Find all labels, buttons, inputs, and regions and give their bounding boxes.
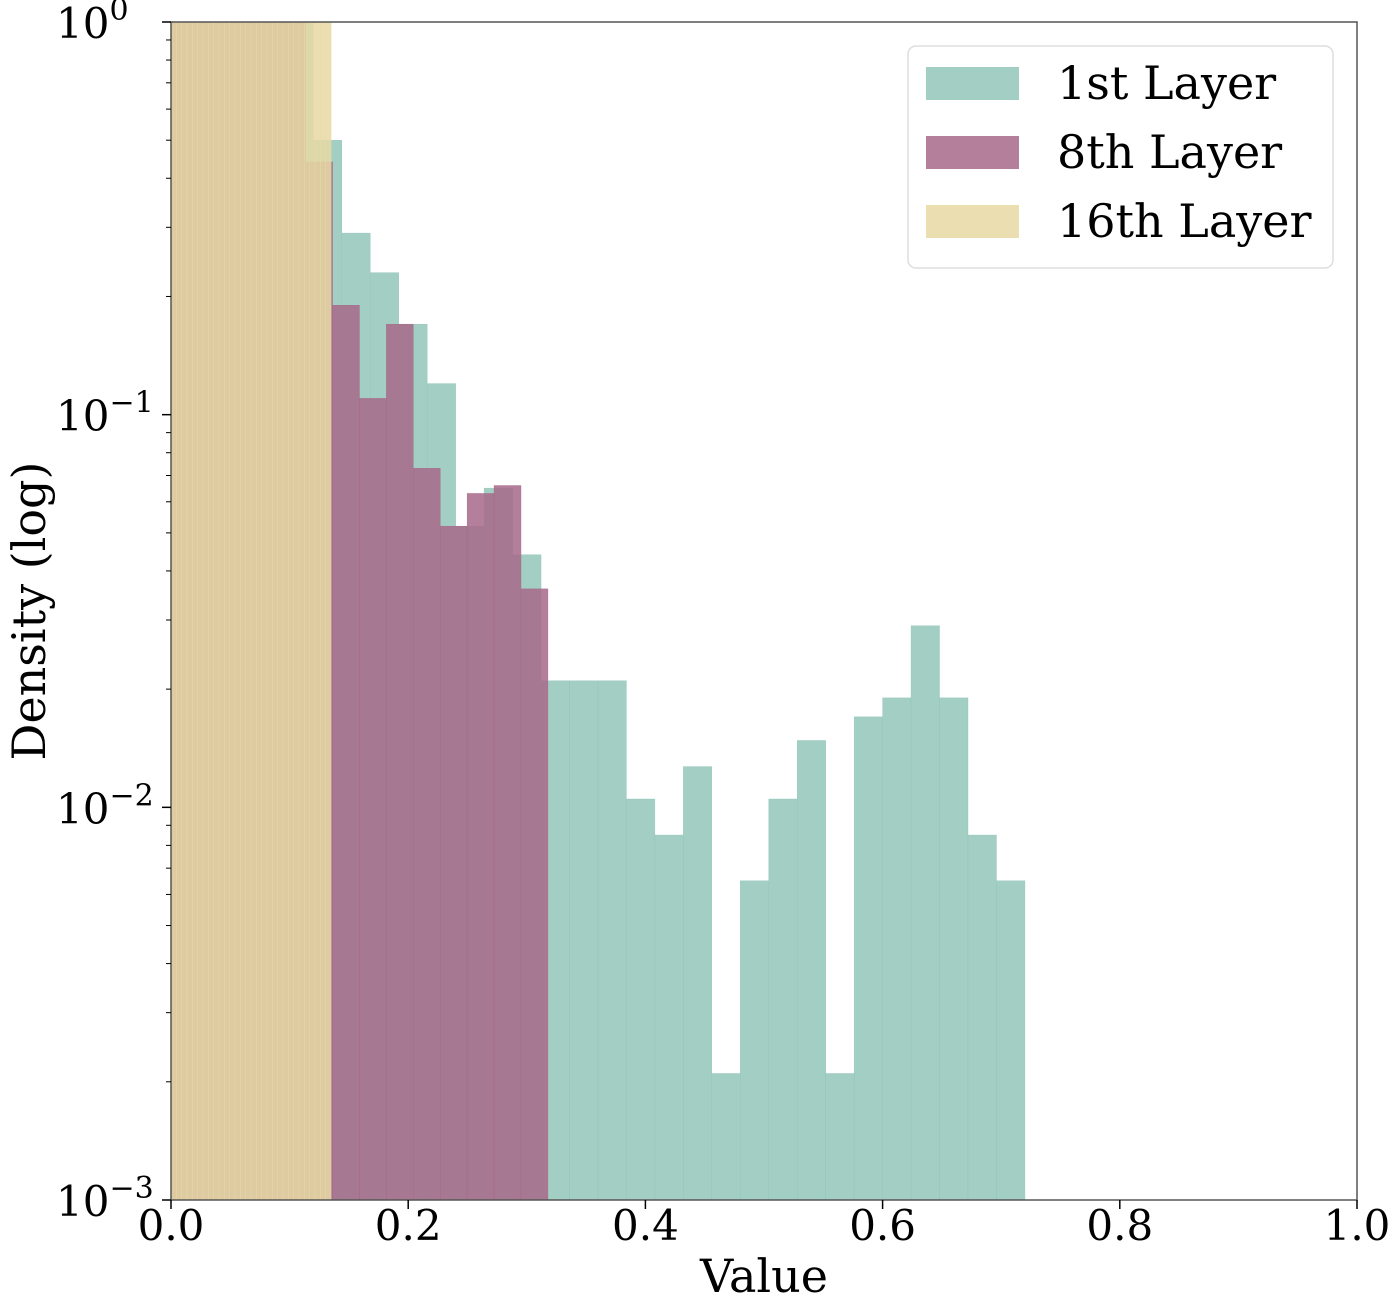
bar (293, 21, 300, 1201)
bar (654, 834, 684, 1201)
bar (261, 21, 268, 1201)
bar (493, 485, 522, 1201)
bar (298, 21, 305, 1201)
bar (967, 834, 997, 1201)
bar (240, 21, 246, 1201)
legend-label: 16th Layer (1057, 194, 1311, 248)
x-tick-label: 0.6 (849, 1201, 916, 1250)
bar (277, 21, 284, 1201)
plot-frame (170, 21, 1358, 1201)
bar (740, 880, 769, 1201)
bar (186, 21, 193, 1201)
bar (711, 1073, 741, 1201)
bar (304, 21, 310, 1201)
bar (939, 697, 969, 1201)
bar (683, 766, 713, 1201)
x-tick-label: 0.4 (612, 1201, 679, 1250)
legend-swatch (926, 136, 1019, 169)
bar (288, 21, 294, 1201)
bar (208, 21, 214, 1201)
bar (910, 625, 940, 1201)
series-3 (170, 21, 332, 1201)
bar (320, 21, 326, 1201)
legend-swatch (926, 205, 1019, 238)
y-tick-label: 100 (56, 0, 129, 48)
bar (466, 493, 495, 1201)
bar (626, 798, 656, 1201)
bar (882, 697, 912, 1201)
bar (853, 716, 883, 1201)
x-tick-label: 0.0 (138, 1201, 205, 1250)
bar (192, 21, 198, 1201)
legend-label: 1st Layer (1057, 56, 1276, 110)
y-axis-title: Density (log) (2, 462, 56, 761)
bar (170, 21, 177, 1201)
bar (213, 21, 220, 1201)
bar (325, 21, 332, 1201)
bar (386, 323, 414, 1201)
bar (218, 21, 225, 1201)
y-tick-label: 10−3 (56, 1171, 154, 1226)
bar (996, 880, 1026, 1201)
bar (197, 21, 204, 1201)
bar (256, 21, 262, 1201)
bar (266, 21, 273, 1201)
bar (234, 21, 241, 1201)
bar (272, 21, 278, 1201)
legend-swatch (926, 67, 1019, 100)
x-tick-label: 0.8 (1086, 1201, 1153, 1250)
bar (224, 21, 230, 1201)
y-axis-ticks: 100 10−1 10−2 10−3 (56, 0, 171, 1226)
bar (250, 21, 257, 1201)
y-tick-label: 10−1 (56, 386, 154, 441)
bar (229, 21, 236, 1201)
histogram-bars (170, 21, 1026, 1201)
bar (314, 21, 321, 1201)
bar (181, 21, 188, 1201)
x-axis-ticks: 0.0 0.2 0.4 0.6 0.8 1.0 (138, 1200, 1391, 1250)
bar (768, 798, 798, 1201)
x-tick-label: 0.2 (375, 1201, 442, 1250)
bar (825, 1073, 855, 1201)
bar (440, 525, 468, 1201)
legend-label: 8th Layer (1057, 125, 1282, 179)
bar (176, 21, 182, 1201)
bar (202, 21, 209, 1201)
bar (413, 468, 441, 1201)
bar (597, 680, 627, 1201)
bar (797, 740, 826, 1201)
bar (282, 21, 289, 1201)
bar (520, 588, 549, 1201)
bar (245, 21, 252, 1201)
y-tick-label: 10−2 (56, 778, 154, 833)
x-axis-title: Value (699, 1249, 828, 1303)
bar (569, 680, 599, 1201)
x-tick-label: 1.0 (1324, 1201, 1391, 1250)
bar (359, 398, 387, 1201)
legend: 1st Layer 8th Layer 16th Layer (907, 45, 1334, 269)
bar (309, 21, 316, 1201)
bar (332, 305, 360, 1201)
